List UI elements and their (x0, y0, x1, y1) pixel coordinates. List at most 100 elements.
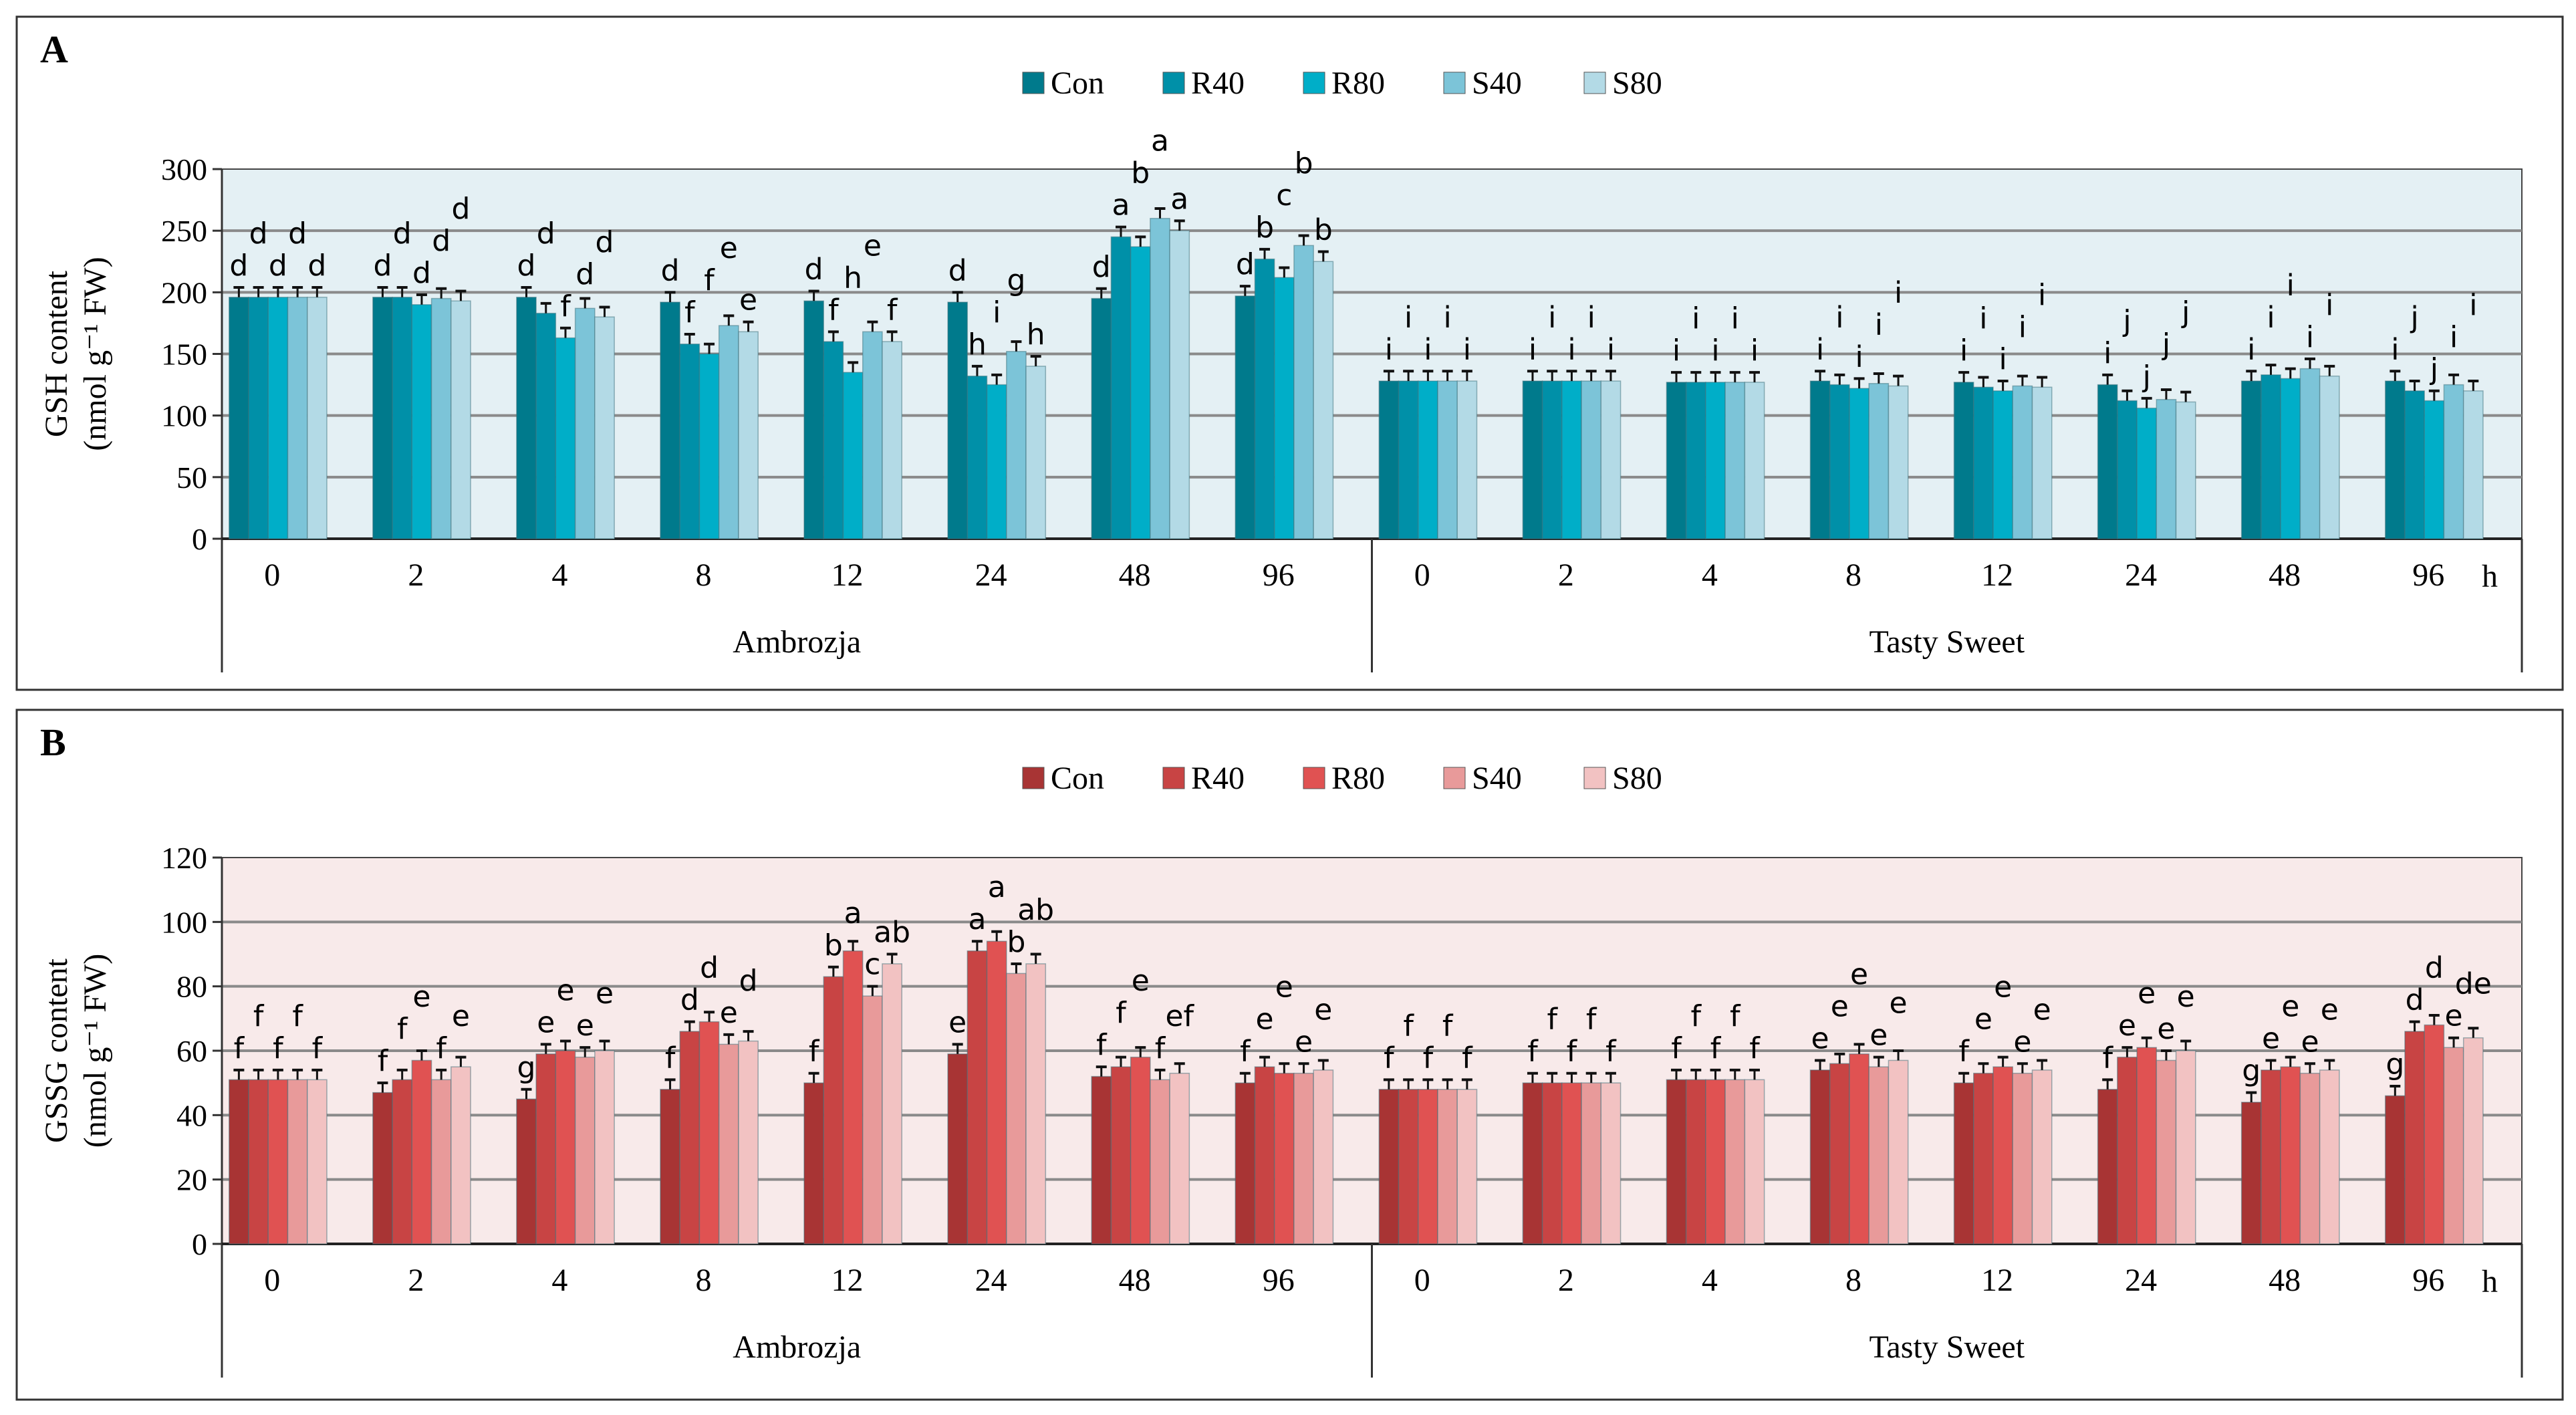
significance-letter: b (1007, 925, 1025, 959)
bar-s80 (1025, 963, 1047, 1245)
bar-r40 (2404, 1031, 2425, 1245)
y-tick-label: 0 (192, 1227, 207, 1261)
bar-s80 (1313, 1069, 1334, 1245)
x-tick-label: 0 (264, 557, 280, 593)
bar-s40 (1293, 1072, 1314, 1245)
significance-letter: i (2469, 288, 2477, 322)
bar-r80 (411, 1059, 432, 1245)
significance-letter: f (1442, 1009, 1454, 1043)
significance-letter: i (1692, 301, 1700, 336)
bar-con (2097, 384, 2118, 539)
bar-s80 (738, 331, 759, 539)
bar-con (2240, 1102, 2262, 1245)
significance-letter: d (412, 256, 431, 290)
significance-letter: i (2306, 320, 2314, 354)
significance-letter: f (2102, 1041, 2113, 1075)
bar-r80 (267, 296, 289, 539)
group-label-1: Tasty Sweet (1869, 1329, 2025, 1365)
panel-letter: A (40, 27, 68, 71)
bar-con (1235, 295, 1256, 539)
significance-letter: d (307, 249, 326, 283)
significance-letter: b (1295, 146, 1313, 180)
legend-swatch-con (1022, 72, 1045, 94)
x-tick-label: 12 (1981, 557, 2013, 593)
significance-letter: d (537, 217, 555, 251)
legend-swatch-s80 (1583, 72, 1606, 94)
x-tick-label: 48 (1119, 1263, 1151, 1298)
bar-s80 (2175, 401, 2196, 539)
bar-s40 (2012, 385, 2033, 539)
bar-r80 (1273, 277, 1295, 539)
bar-r80 (2280, 378, 2301, 539)
bar-r80 (698, 353, 720, 539)
x-tick-label: 96 (1263, 557, 1295, 593)
significance-letter: f (253, 999, 265, 1033)
significance-letter: h (1027, 317, 1045, 352)
significance-letter: f (1240, 1035, 1251, 1069)
significance-letter: ab (1017, 893, 1054, 927)
bar-con (1953, 382, 1974, 539)
significance-letter: f (809, 1035, 820, 1069)
significance-letter: e (2033, 993, 2051, 1027)
significance-letter: d (596, 225, 614, 259)
bar-r40 (1829, 1063, 1850, 1245)
y-tick-label: 150 (161, 338, 207, 372)
significance-letter: j (2181, 295, 2190, 330)
significance-letter: e (2138, 977, 2156, 1011)
y-tick-label: 200 (161, 275, 207, 309)
significance-letter: b (1314, 213, 1333, 247)
significance-letter: f (1958, 1035, 1970, 1069)
bar-r80 (986, 940, 1007, 1245)
significance-letter: f (1462, 1041, 1473, 1075)
bar-r80 (842, 950, 864, 1245)
significance-letter: i (1607, 332, 1615, 366)
bar-con (516, 296, 537, 539)
bar-r40 (1973, 1072, 1994, 1245)
significance-letter: d (451, 192, 470, 226)
significance-letter: i (1529, 332, 1537, 366)
significance-letter: e (596, 977, 614, 1011)
significance-letter: e (2281, 989, 2299, 1023)
significance-letter: f (1547, 1003, 1558, 1037)
bar-s80 (882, 963, 902, 1245)
bar-r80 (698, 1021, 720, 1245)
bar-s40 (1581, 380, 1602, 539)
significance-letter: e (739, 283, 757, 317)
significance-letter: d (575, 257, 594, 291)
significance-letter: d (249, 217, 268, 251)
significance-letter: d (393, 217, 412, 251)
x-tick-label: 0 (1414, 1263, 1430, 1298)
significance-letter: e (2445, 999, 2463, 1033)
bar-s80 (594, 1050, 615, 1245)
significance-letter: e (2262, 1021, 2280, 1055)
bar-s80 (1888, 1059, 1909, 1245)
y-tick-label: 300 (161, 152, 207, 186)
significance-letter: h (844, 261, 862, 295)
bar-s80 (2462, 390, 2484, 539)
significance-letter: d (661, 253, 680, 287)
significance-letter: h (968, 328, 987, 362)
significance-letter: f (1403, 1009, 1414, 1043)
bar-r40 (1685, 1079, 1706, 1245)
significance-letter: i (1444, 300, 1452, 334)
bar-con (1522, 380, 1543, 539)
bar-s40 (287, 296, 308, 539)
significance-letter: a (844, 896, 862, 930)
x-tick-label: 2 (1558, 557, 1574, 593)
bar-r40 (2261, 374, 2281, 539)
significance-letter: f (560, 289, 571, 324)
bar-s40 (862, 331, 883, 539)
x-tick-label: 48 (1119, 557, 1151, 593)
bar-con (803, 1082, 825, 1245)
significance-letter: i (1711, 334, 1719, 368)
bar-con (516, 1098, 537, 1245)
significance-letter: d (373, 249, 392, 283)
significance-letter: f (1096, 1028, 1108, 1062)
legend-swatch-s40 (1443, 767, 1466, 789)
y-tick-label: 60 (176, 1034, 207, 1068)
significance-letter: e (948, 1005, 967, 1039)
significance-letter: ef (1165, 999, 1194, 1033)
x-tick-label: 4 (551, 1263, 567, 1298)
x-tick-label: 2 (408, 1263, 424, 1298)
